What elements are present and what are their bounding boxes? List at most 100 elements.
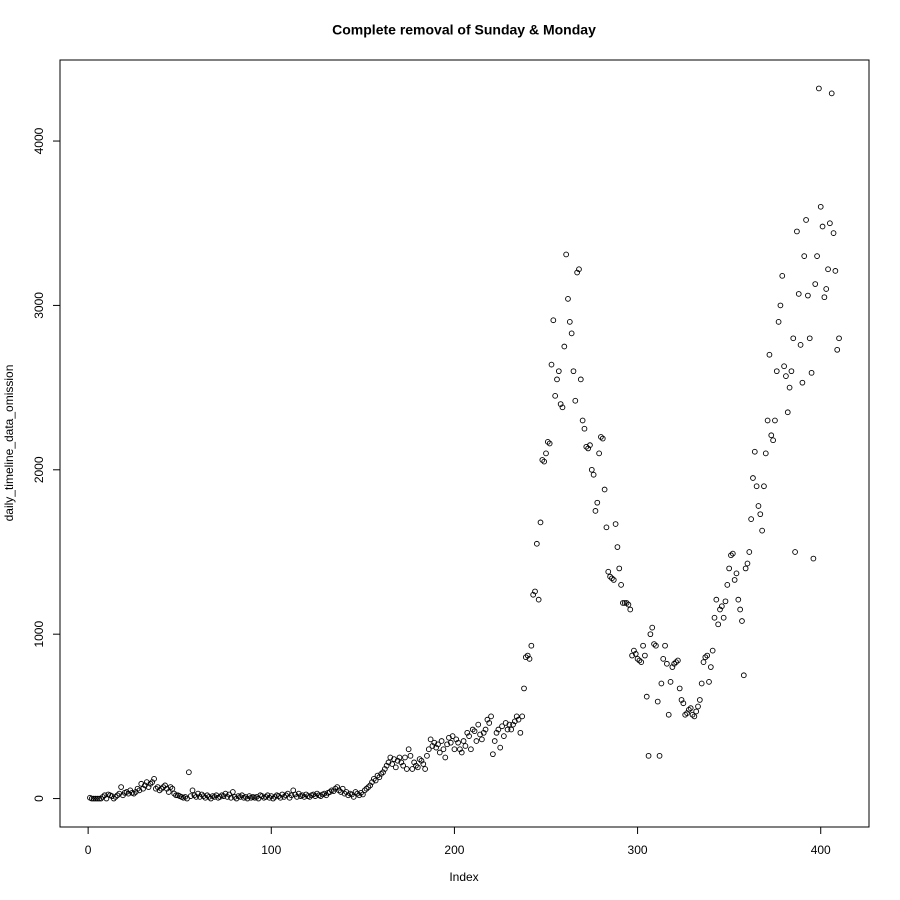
point [594,499,601,506]
point [165,789,172,795]
point [559,404,566,411]
point [407,752,414,759]
point [321,790,328,797]
point [740,672,747,679]
point [682,711,689,718]
point [759,527,765,534]
point [440,746,447,753]
point [229,789,236,795]
point [114,792,121,799]
point [200,793,207,799]
point [636,657,643,664]
point [187,793,194,799]
point [90,795,97,802]
point [698,680,705,687]
point [643,693,650,700]
point [458,749,465,756]
point [451,746,458,753]
point [825,266,831,273]
point [773,368,780,375]
point [438,738,445,744]
point [821,294,828,301]
point [546,440,553,447]
point [711,614,718,621]
point [147,780,154,787]
point [424,752,430,759]
point [808,369,815,376]
point [724,582,731,588]
x-tick-label: 0 [85,843,92,857]
point [819,223,826,230]
point [788,368,795,375]
point [173,792,179,799]
point [427,736,434,743]
x-axis-label: Index [449,870,478,884]
point [134,785,141,792]
point [651,641,657,647]
point [372,777,379,784]
point [156,787,163,794]
point [519,713,526,720]
point [565,295,571,302]
point [753,483,760,490]
point [653,642,659,649]
point [506,721,513,728]
point [768,432,775,439]
point [720,614,727,621]
point [620,600,626,606]
point [554,376,560,383]
point [700,659,707,665]
point [365,784,372,790]
point [729,550,736,557]
point [748,516,754,522]
point [598,434,604,440]
point [772,417,778,424]
point [570,368,577,375]
point [242,794,249,800]
point [488,713,494,720]
point [491,738,498,744]
point [665,711,672,718]
point [689,711,696,718]
point [449,733,456,739]
point [327,789,333,795]
point [471,728,478,735]
y-tick-label: 0 [32,795,46,802]
point [676,685,683,692]
point [687,705,694,712]
point [167,784,174,790]
point [834,346,841,353]
point [709,647,716,654]
point [799,379,806,386]
point [563,251,569,258]
point [345,792,352,799]
point [836,335,842,342]
point [88,795,95,802]
point [761,483,767,490]
point [590,471,597,478]
point [378,771,385,777]
y-tick-label: 4000 [32,127,46,154]
point [392,764,399,771]
point [599,435,606,442]
point [413,762,419,769]
point [605,568,612,575]
point [832,268,839,274]
point [587,442,593,448]
point [237,794,243,800]
point [803,217,809,223]
point [460,738,467,744]
point [131,790,137,797]
point [515,716,522,723]
point [704,652,711,659]
point [695,703,701,710]
point [409,766,416,772]
point [794,228,800,235]
point [469,726,476,733]
point [718,603,725,610]
point [354,790,361,797]
point [610,577,617,583]
point [757,511,764,518]
point [766,351,773,358]
